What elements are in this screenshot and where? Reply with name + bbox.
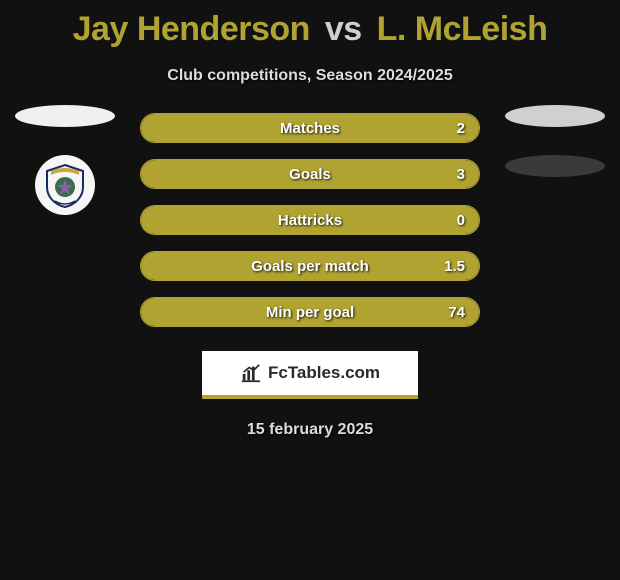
left-player-column	[10, 105, 120, 215]
stat-bar-value: 3	[457, 160, 465, 189]
stat-bar-value: 74	[448, 298, 465, 327]
stat-bar-value: 1.5	[444, 252, 465, 281]
stat-bar-row: Goals3	[140, 159, 480, 189]
vs-text: vs	[325, 10, 362, 48]
stat-bar-row: Matches2	[140, 113, 480, 143]
stat-bar-label: Goals per match	[141, 252, 479, 281]
stat-bar-row: Hattricks0	[140, 205, 480, 235]
stat-bars: Matches2 Goals3 Hattricks0 Goals per match1…	[140, 113, 480, 343]
stat-bar-label: Matches	[141, 114, 479, 143]
stat-bar-label: Min per goal	[141, 298, 479, 327]
bar-chart-icon	[240, 362, 262, 384]
right-player-ellipse-2	[505, 155, 605, 177]
stat-bar-label: Goals	[141, 160, 479, 189]
fctables-logo[interactable]: FcTables.com	[202, 351, 418, 399]
player1-name: Jay Henderson	[73, 10, 310, 48]
club-crest	[35, 155, 95, 215]
inverness-crest-icon	[41, 161, 89, 209]
subtitle: Club competitions, Season 2024/2025	[0, 67, 620, 85]
right-player-column	[500, 105, 610, 177]
right-player-ellipse-1	[505, 105, 605, 127]
stat-bar-value: 2	[457, 114, 465, 143]
logo-text: FcTables.com	[268, 363, 380, 383]
chart-area: Matches2 Goals3 Hattricks0 Goals per match1…	[0, 113, 620, 343]
comparison-title: Jay Henderson vs L. McLeish	[0, 0, 620, 49]
stat-bar-label: Hattricks	[141, 206, 479, 235]
player2-name: L. McLeish	[377, 10, 548, 48]
stat-bar-row: Goals per match1.5	[140, 251, 480, 281]
date-text: 15 february 2025	[0, 421, 620, 439]
left-player-ellipse	[15, 105, 115, 127]
stat-bar-row: Min per goal74	[140, 297, 480, 327]
stat-bar-value: 0	[457, 206, 465, 235]
